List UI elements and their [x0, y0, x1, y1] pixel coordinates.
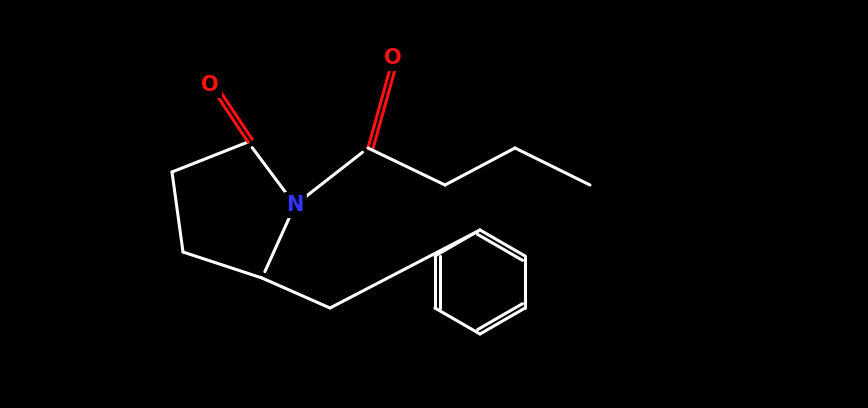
- Text: N: N: [286, 195, 304, 215]
- Text: O: O: [201, 75, 219, 95]
- Text: O: O: [385, 48, 402, 68]
